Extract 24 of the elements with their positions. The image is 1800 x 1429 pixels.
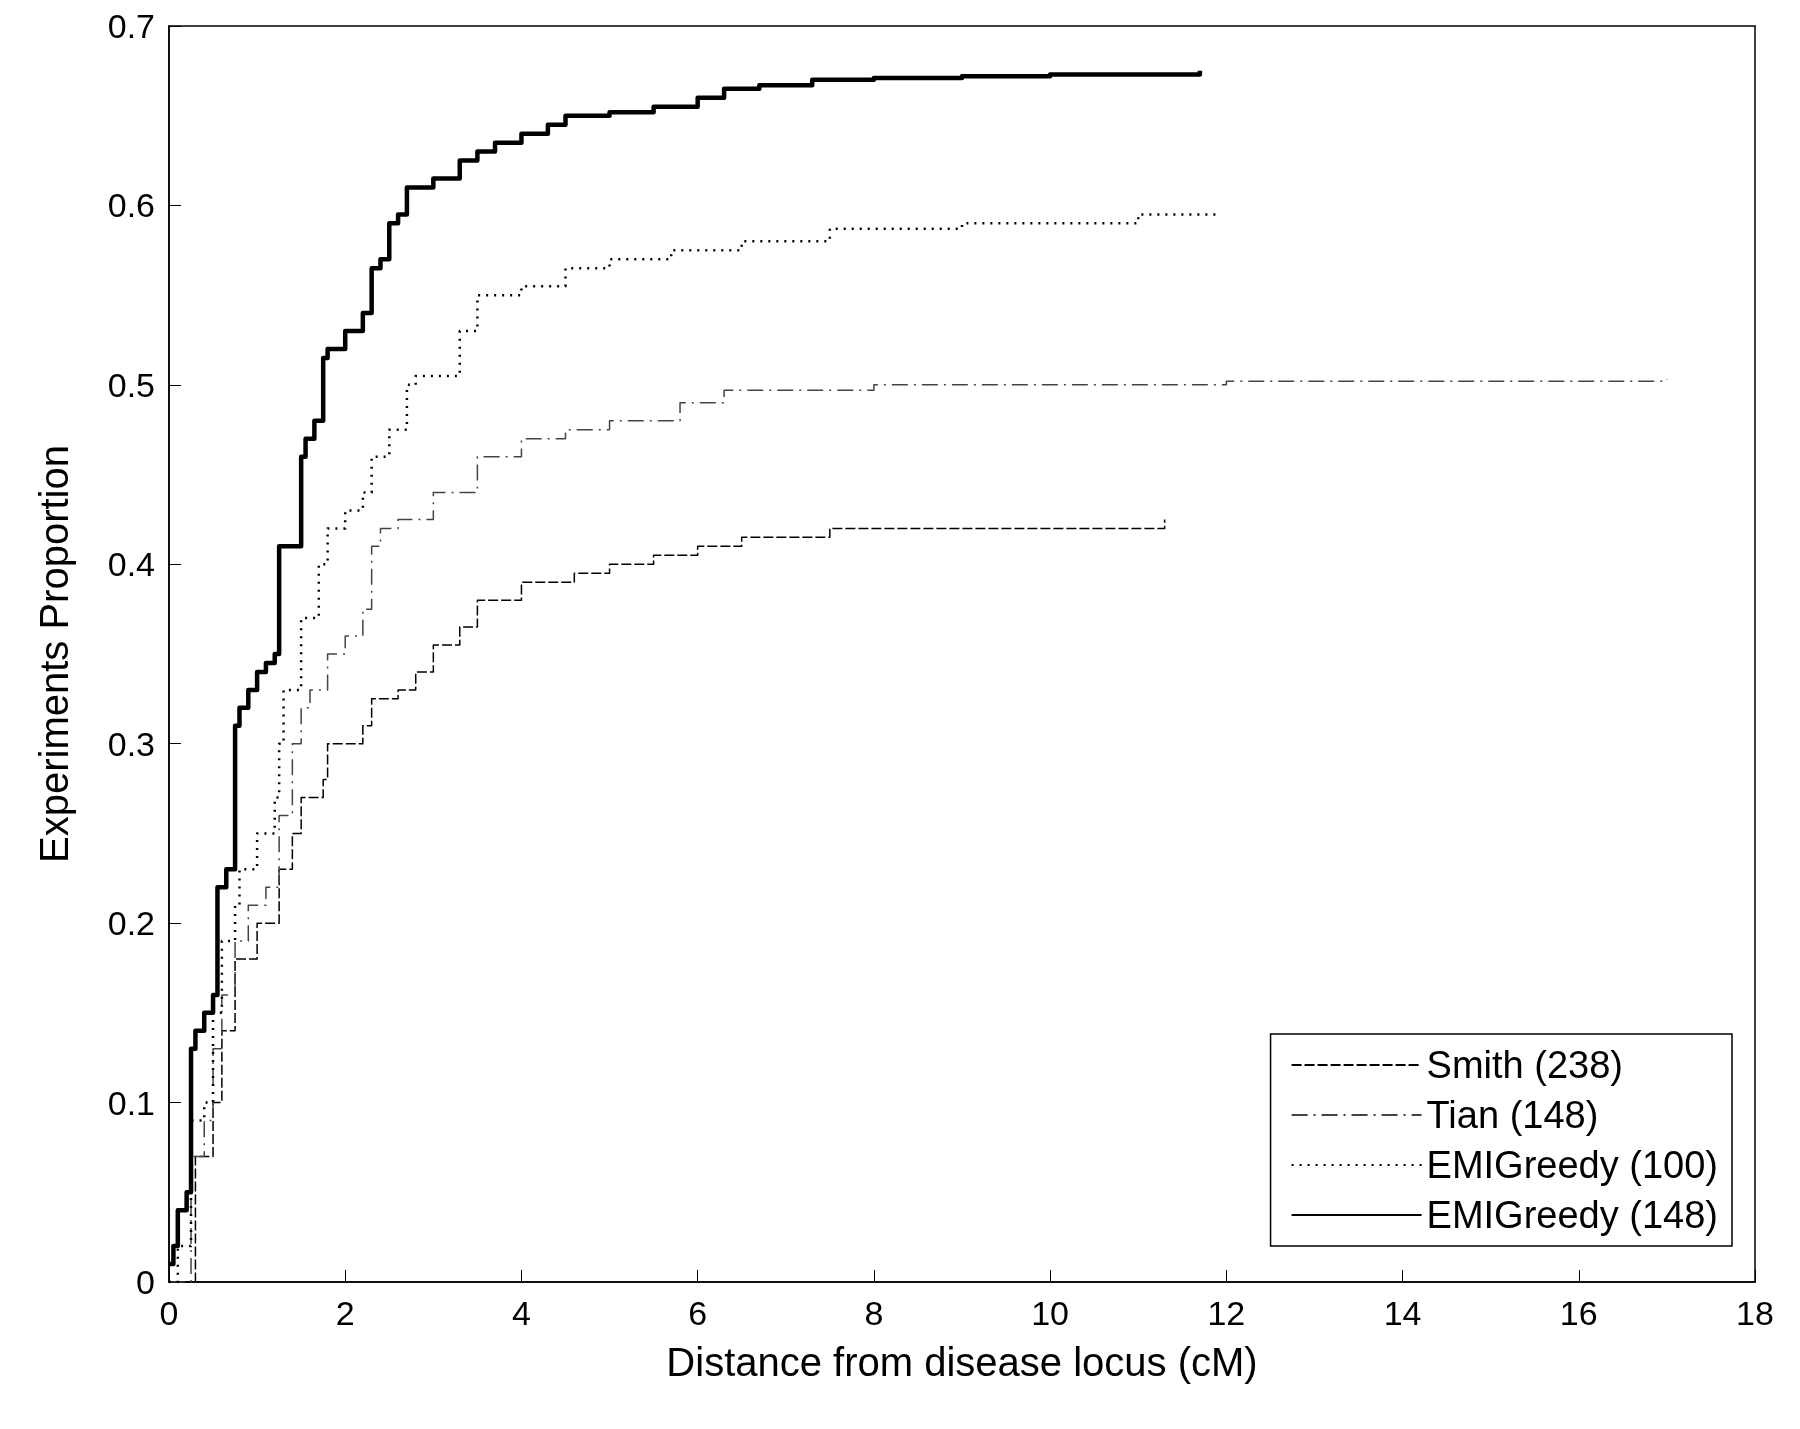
- y-tick-label: 0: [136, 1263, 155, 1301]
- x-tick-label: 6: [688, 1294, 708, 1332]
- x-tick-label: 10: [1031, 1294, 1070, 1332]
- x-tick-label: 18: [1736, 1294, 1774, 1332]
- legend-label: EMIGreedy (100): [1426, 1144, 1719, 1186]
- y-tick-label: 0.5: [107, 365, 155, 404]
- y-tick-label: 0.3: [107, 724, 155, 763]
- y-tick-label: 0.4: [107, 545, 155, 584]
- y-tick-label: 0.1: [107, 1083, 155, 1122]
- y-axis-title: Experiments Proportion: [32, 445, 76, 863]
- legend-label: Smith (238): [1426, 1044, 1623, 1086]
- y-tick-label: 0.6: [107, 186, 155, 225]
- x-axis-title: Distance from disease locus (cM): [666, 1340, 1258, 1384]
- legend-label: EMIGreedy (148): [1426, 1194, 1719, 1236]
- x-tick-label: 0: [159, 1294, 179, 1332]
- x-tick-label: 8: [864, 1294, 884, 1332]
- y-tick-label: 0.2: [107, 904, 155, 943]
- x-tick-label: 2: [335, 1294, 355, 1332]
- x-tick-label: 16: [1559, 1294, 1598, 1332]
- x-tick-label: 14: [1383, 1294, 1422, 1332]
- x-tick-label: 4: [511, 1294, 531, 1332]
- y-tick-label: 0.7: [107, 7, 155, 45]
- x-tick-label: 12: [1207, 1294, 1246, 1332]
- legend-label: Tian (148): [1426, 1094, 1599, 1136]
